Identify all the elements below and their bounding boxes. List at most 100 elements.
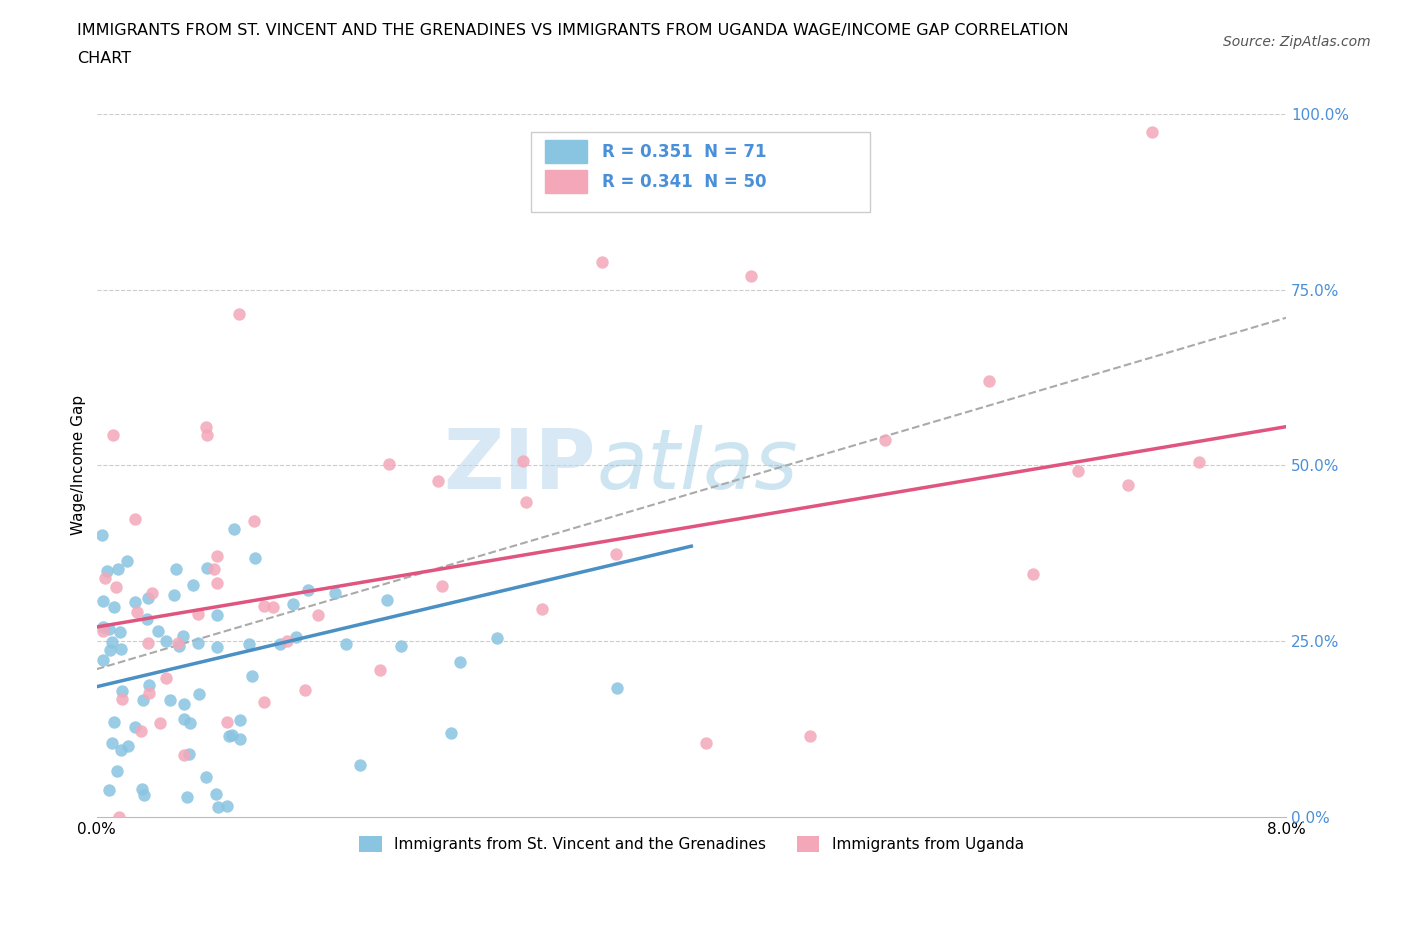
Point — [146, 623, 169, 638]
Y-axis label: Wage/Income Gap: Wage/Income Gap — [72, 395, 86, 536]
Point — [132, 692, 155, 707]
Point — [91, 653, 114, 668]
Point — [159, 693, 181, 708]
Point — [440, 725, 463, 740]
Point — [111, 692, 134, 707]
Point — [91, 594, 114, 609]
Point — [103, 715, 125, 730]
Point — [1067, 464, 1090, 479]
Point — [136, 635, 159, 650]
Point — [695, 736, 717, 751]
Point — [149, 715, 172, 730]
Point — [253, 599, 276, 614]
Point — [207, 639, 229, 654]
Point — [167, 635, 190, 650]
Point — [228, 307, 250, 322]
Point — [215, 798, 238, 813]
Point — [530, 602, 553, 617]
Point — [195, 561, 218, 576]
Point — [135, 612, 157, 627]
Text: IMMIGRANTS FROM ST. VINCENT AND THE GRENADINES VS IMMIGRANTS FROM UGANDA WAGE/IN: IMMIGRANTS FROM ST. VINCENT AND THE GREN… — [77, 23, 1069, 38]
Point — [224, 522, 246, 537]
Point — [163, 587, 186, 602]
Point — [172, 628, 194, 643]
Point — [242, 513, 264, 528]
Point — [389, 639, 412, 654]
Point — [207, 608, 229, 623]
Point — [512, 453, 534, 468]
Point — [91, 619, 114, 634]
Point — [188, 687, 211, 702]
Point — [605, 546, 627, 561]
Point — [136, 591, 159, 605]
Point — [1140, 124, 1163, 139]
Text: atlas: atlas — [596, 425, 797, 506]
Point — [294, 683, 316, 698]
Point — [127, 604, 149, 619]
Point — [181, 577, 204, 591]
Point — [606, 681, 628, 696]
Point — [977, 374, 1000, 389]
Point — [238, 636, 260, 651]
Text: CHART: CHART — [77, 51, 131, 66]
Point — [221, 727, 243, 742]
Point — [1116, 478, 1139, 493]
Point — [124, 512, 146, 526]
Point — [1022, 567, 1045, 582]
Point — [108, 625, 131, 640]
Point — [335, 637, 357, 652]
Point — [799, 728, 821, 743]
Point — [253, 695, 276, 710]
Point — [205, 575, 228, 590]
Point — [205, 549, 228, 564]
Point — [165, 562, 187, 577]
Point — [515, 495, 537, 510]
Point — [284, 630, 307, 644]
Point — [98, 783, 121, 798]
Point — [262, 600, 284, 615]
Point — [115, 553, 138, 568]
Point — [124, 719, 146, 734]
Point — [323, 585, 346, 600]
Point — [187, 636, 209, 651]
Point — [204, 786, 226, 801]
Point — [117, 739, 139, 754]
Point — [215, 714, 238, 729]
Point — [485, 631, 508, 645]
Point — [179, 715, 201, 730]
Point — [873, 432, 896, 447]
Point — [124, 594, 146, 609]
Point — [97, 621, 120, 636]
Text: R = 0.341  N = 50: R = 0.341 N = 50 — [602, 173, 766, 191]
Point — [375, 593, 398, 608]
Point — [104, 579, 127, 594]
Point — [378, 457, 401, 472]
Point — [229, 712, 252, 727]
Point — [173, 697, 195, 711]
Point — [167, 639, 190, 654]
Text: Source: ZipAtlas.com: Source: ZipAtlas.com — [1223, 35, 1371, 49]
Point — [307, 607, 329, 622]
Text: R = 0.351  N = 71: R = 0.351 N = 71 — [602, 142, 766, 161]
FancyBboxPatch shape — [530, 131, 870, 212]
Point — [155, 671, 177, 685]
Point — [297, 582, 319, 597]
Point — [269, 636, 291, 651]
Point — [449, 655, 471, 670]
Point — [110, 742, 132, 757]
Point — [138, 677, 160, 692]
Point — [173, 711, 195, 726]
Point — [740, 268, 762, 283]
Point — [90, 527, 112, 542]
Point — [93, 571, 115, 586]
Point — [218, 728, 240, 743]
Point — [103, 600, 125, 615]
Point — [1188, 455, 1211, 470]
Point — [281, 596, 304, 611]
Point — [101, 736, 124, 751]
Point — [432, 578, 454, 593]
Point — [155, 633, 177, 648]
Point — [240, 668, 263, 683]
Point — [195, 420, 218, 435]
Point — [96, 564, 118, 578]
